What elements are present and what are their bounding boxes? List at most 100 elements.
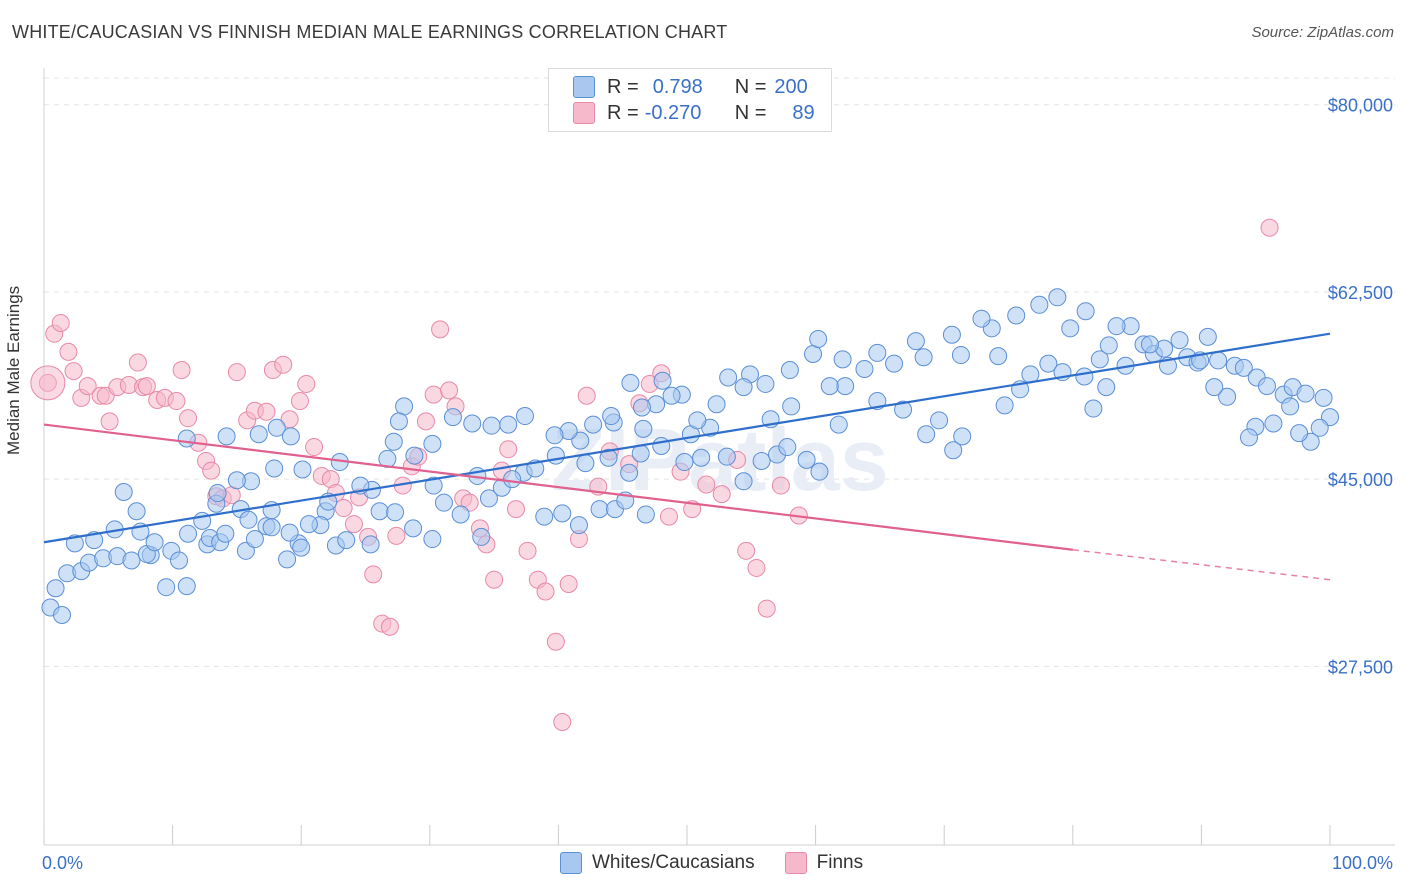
whites-point xyxy=(632,398,651,417)
legend-row-finns: R = -0.270 N = 89 xyxy=(573,101,815,125)
whites-point xyxy=(942,325,961,344)
whites-point xyxy=(424,476,443,495)
finns-point xyxy=(257,402,276,421)
y-tick-label: $27,500 xyxy=(1328,657,1393,677)
whites-point xyxy=(1099,336,1118,355)
whites-point xyxy=(361,535,380,554)
whites-point xyxy=(278,550,297,569)
y-tick-labels: $27,500 $45,000 $62,500 $80,000 xyxy=(1328,96,1393,678)
whites-point xyxy=(1209,351,1228,370)
whites-point xyxy=(1198,327,1217,346)
whites-point xyxy=(692,448,711,467)
whites-point xyxy=(293,460,312,479)
whites-point xyxy=(177,429,196,448)
whites-point xyxy=(265,459,284,478)
whites-point xyxy=(451,505,470,524)
whites-point xyxy=(389,412,408,431)
whites-point xyxy=(337,531,356,550)
legend-r-label: R = xyxy=(607,75,639,98)
legend-n-label: N = xyxy=(734,75,767,98)
whites-point xyxy=(423,530,442,549)
whites-point xyxy=(599,448,618,467)
finns-point xyxy=(577,386,596,405)
finns-point-large xyxy=(30,365,66,401)
whites-point xyxy=(553,504,572,523)
whites-point xyxy=(384,432,403,451)
finns-point xyxy=(559,574,578,593)
legend-r-value: 0.798 xyxy=(652,75,703,98)
whites-point xyxy=(503,470,522,489)
whites-point xyxy=(145,533,164,552)
whites-point xyxy=(515,407,534,426)
x-tick-labels: 0.0% 100.0% xyxy=(42,853,1393,873)
legend-r-value: -0.270 xyxy=(644,101,702,124)
whites-point xyxy=(602,407,621,426)
finns-point xyxy=(506,500,525,519)
whites-point xyxy=(717,447,736,466)
whites-point xyxy=(127,502,146,521)
finns-point xyxy=(771,476,790,495)
whites-point xyxy=(833,350,852,369)
finns-point xyxy=(431,320,450,339)
whites-point xyxy=(217,427,236,446)
whites-point xyxy=(569,516,588,535)
whites-point xyxy=(463,414,482,433)
finns-point xyxy=(334,499,353,518)
axes xyxy=(43,68,1395,846)
legend-swatch-pink xyxy=(784,852,807,874)
finns-point xyxy=(747,558,766,577)
whites-point xyxy=(868,343,887,362)
finns-point xyxy=(344,515,363,534)
whites-point xyxy=(46,579,65,598)
series-legend: Whites/Caucasians Finns xyxy=(560,852,893,874)
legend-item-whites: Whites/Caucasians xyxy=(560,852,755,874)
whites-point xyxy=(1090,350,1109,369)
finns-point xyxy=(536,582,555,601)
finns-point xyxy=(553,712,572,731)
whites-point xyxy=(780,361,799,380)
whites-point xyxy=(245,530,264,549)
whites-point xyxy=(299,515,318,534)
whites-point xyxy=(1239,428,1258,447)
whites-trend-line xyxy=(43,332,1331,544)
whites-point xyxy=(280,523,299,542)
whites-point xyxy=(930,411,949,430)
whites-point xyxy=(688,411,707,430)
finns-point xyxy=(440,381,459,400)
whites-point xyxy=(1310,418,1329,437)
whites-point xyxy=(571,431,590,450)
finns-point xyxy=(697,475,716,494)
whites-point xyxy=(281,427,300,446)
whites-point xyxy=(662,386,681,405)
whites-point xyxy=(914,348,933,367)
finns-point xyxy=(712,485,731,504)
whites-point xyxy=(885,354,904,373)
whites-point xyxy=(545,426,564,445)
chart-title: WHITE/CAUCASIAN VS FINNISH MEDIAN MALE E… xyxy=(12,22,728,42)
legend-label-whites: Whites/Caucasians xyxy=(592,852,755,873)
whites-point xyxy=(1264,414,1283,433)
legend-swatch-pink xyxy=(573,102,595,124)
whites-point xyxy=(797,450,816,469)
whites-point xyxy=(1140,335,1159,354)
whites-point xyxy=(1061,319,1080,338)
finns-point xyxy=(128,353,147,372)
finns-point xyxy=(757,599,776,618)
legend-r-label: R = xyxy=(607,101,639,124)
whites-point xyxy=(1314,388,1333,407)
whites-point xyxy=(1084,399,1103,418)
y-tick-label: $80,000 xyxy=(1328,96,1393,116)
whites-point xyxy=(636,505,655,524)
finns-point xyxy=(290,392,309,411)
whites-point xyxy=(894,400,913,419)
trend-lines xyxy=(43,332,1331,581)
whites-point xyxy=(804,344,823,363)
legend-swatch-blue xyxy=(573,76,595,98)
finns-point xyxy=(100,412,119,431)
whites-point xyxy=(404,519,423,538)
whites-point xyxy=(1170,331,1189,350)
correlation-legend: R = 0.798 N = 200 R = -0.270 N = 89 xyxy=(548,68,832,132)
whites-point xyxy=(953,427,972,446)
whites-point xyxy=(267,418,286,437)
whites-point xyxy=(752,451,771,470)
